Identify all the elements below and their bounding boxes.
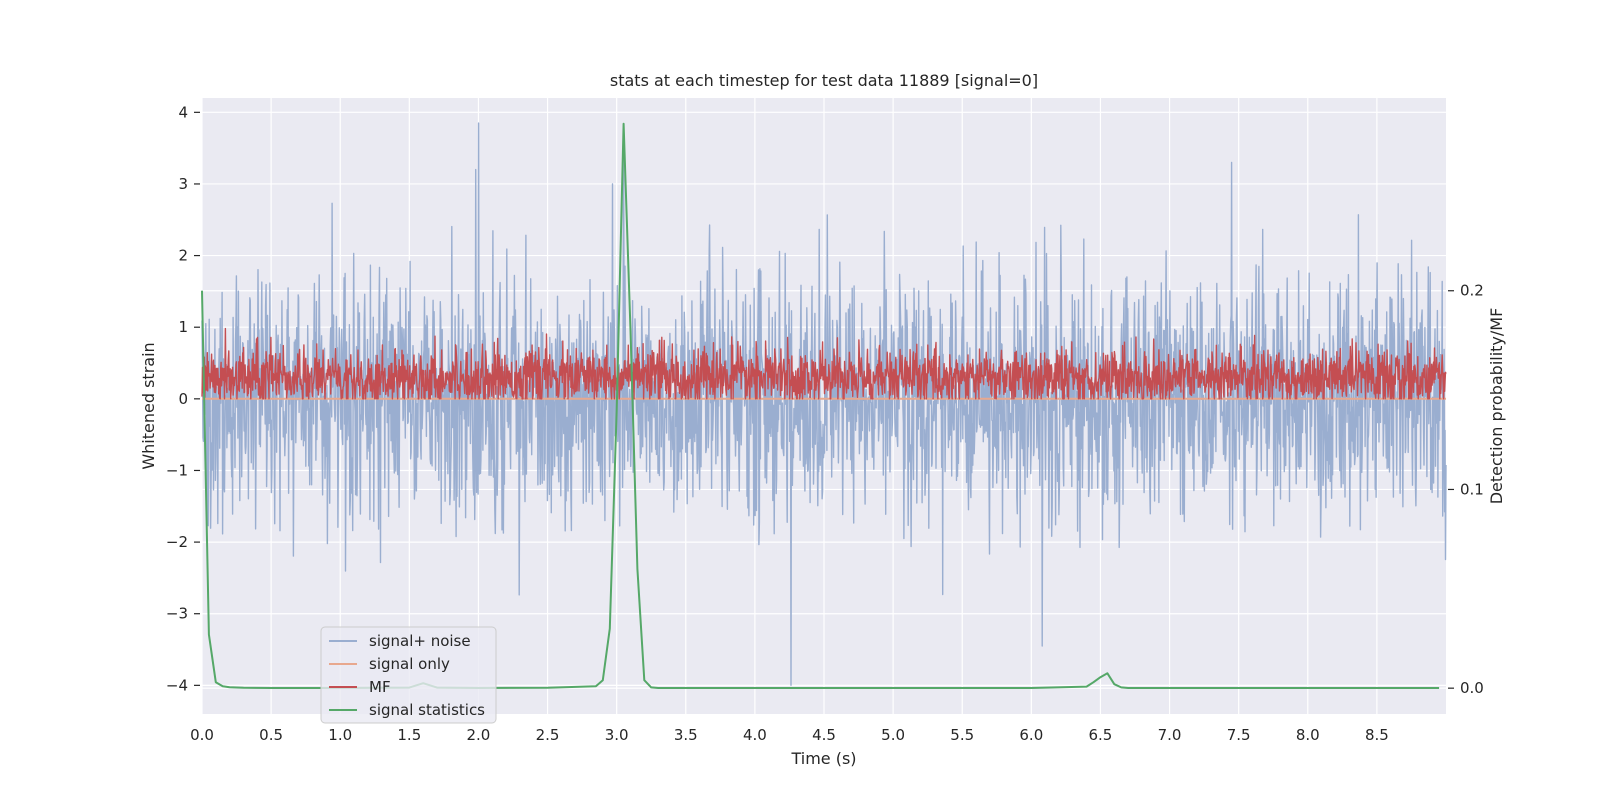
y-tick-label: 1 [178, 318, 188, 336]
legend: signal+ noise signal only MF signal statist… [320, 626, 497, 724]
series-line-mf [201, 327, 1447, 400]
legend-entry: signal only [369, 655, 450, 673]
x-tick-label: 2.5 [536, 726, 560, 744]
y-tick-label: −3 [166, 605, 188, 623]
x-tick-label: 6.0 [1019, 726, 1043, 744]
legend-entry: signal+ noise [369, 632, 471, 650]
x-tick-label: 6.5 [1089, 726, 1113, 744]
x-tick-label: 3.5 [674, 726, 698, 744]
x-tick-label: 7.5 [1227, 726, 1251, 744]
y-tick-label: −4 [166, 676, 188, 694]
y-tick-label: 2 [178, 247, 188, 265]
legend-entry: signal statistics [369, 701, 485, 719]
x-tick-label: 1.0 [328, 726, 352, 744]
axes: 0.0 0.5 1.0 1.5 2.0 2.5 3.0 3.5 4.0 4.5 5.0 5.5 6.0 6… [166, 103, 1484, 744]
legend-box [320, 626, 497, 724]
x-tick-label: 4.0 [743, 726, 767, 744]
x-tick-label: 1.5 [397, 726, 421, 744]
x-tick-label: 8.0 [1296, 726, 1320, 744]
y-axis-label: Whitened strain [139, 342, 158, 469]
x-tick-label: 2.0 [467, 726, 491, 744]
x-tick-label: 0.5 [259, 726, 283, 744]
legend-entry: MF [369, 678, 391, 696]
y-tick-label: 0 [178, 390, 188, 408]
x-axis-label: Time (s) [790, 749, 856, 768]
y-tick-label: −2 [166, 533, 188, 551]
series-line-signal-statistics [201, 122, 1440, 689]
x-tick-label: 5.5 [950, 726, 974, 744]
y-tick-label: 3 [178, 175, 188, 193]
y2-tick-label: 0.2 [1460, 282, 1484, 300]
y2-axis-label: Detection probability/MF [1487, 308, 1506, 505]
x-tick-label: 4.5 [812, 726, 836, 744]
x-tick-label: 0.0 [190, 726, 214, 744]
y2-tick-label: 0.1 [1460, 480, 1484, 498]
x-tick-label: 3.0 [605, 726, 629, 744]
x-tick-label: 7.0 [1158, 726, 1182, 744]
x-tick-label: 5.0 [881, 726, 905, 744]
y2-tick-label: 0.0 [1460, 679, 1484, 697]
chart-title: stats at each timestep for test data 118… [610, 71, 1038, 90]
y-tick-label: 4 [178, 103, 188, 121]
x-tick-label: 8.5 [1365, 726, 1389, 744]
series-layer [201, 122, 1447, 689]
y-tick-label: −1 [166, 461, 188, 479]
